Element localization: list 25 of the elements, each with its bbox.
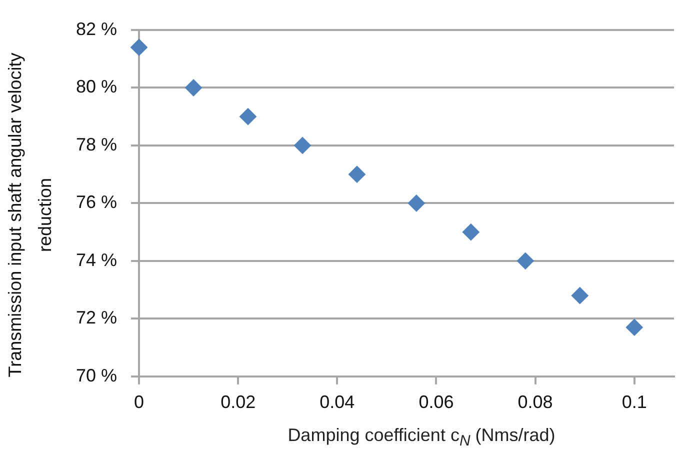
point [185, 79, 202, 96]
y-axis-title: Transmission input shaft angular velocity reduction [4, 52, 56, 380]
x-tick-label: 0 [134, 392, 144, 412]
point [462, 224, 480, 241]
y-tick-label: 74 % [76, 250, 118, 270]
y-tick-label: 80 % [76, 76, 118, 97]
x-tick-label: 0.06 [418, 392, 454, 412]
y-tick-label: 70 % [76, 365, 118, 386]
x-tick-label: 0.02 [220, 392, 256, 412]
y-tick-label: 78 % [76, 134, 118, 154]
point [516, 252, 534, 270]
x-tick-label: 0.08 [518, 392, 553, 412]
x-axis-title: Damping coefficient c$_{N}$ (Nms/rad) [286, 425, 556, 450]
point [571, 287, 588, 304]
x-tick-label: 0.04 [320, 392, 355, 412]
point [130, 38, 148, 56]
point [626, 318, 643, 336]
x-tick-label: 0.1 [622, 392, 647, 412]
y-tick-label: 76 % [76, 192, 118, 212]
point [408, 194, 425, 212]
point [240, 108, 257, 126]
y-tick-label: 82 % [76, 18, 118, 39]
point [348, 166, 366, 183]
y-tick-label: 72 % [76, 308, 118, 328]
point [294, 136, 311, 154]
